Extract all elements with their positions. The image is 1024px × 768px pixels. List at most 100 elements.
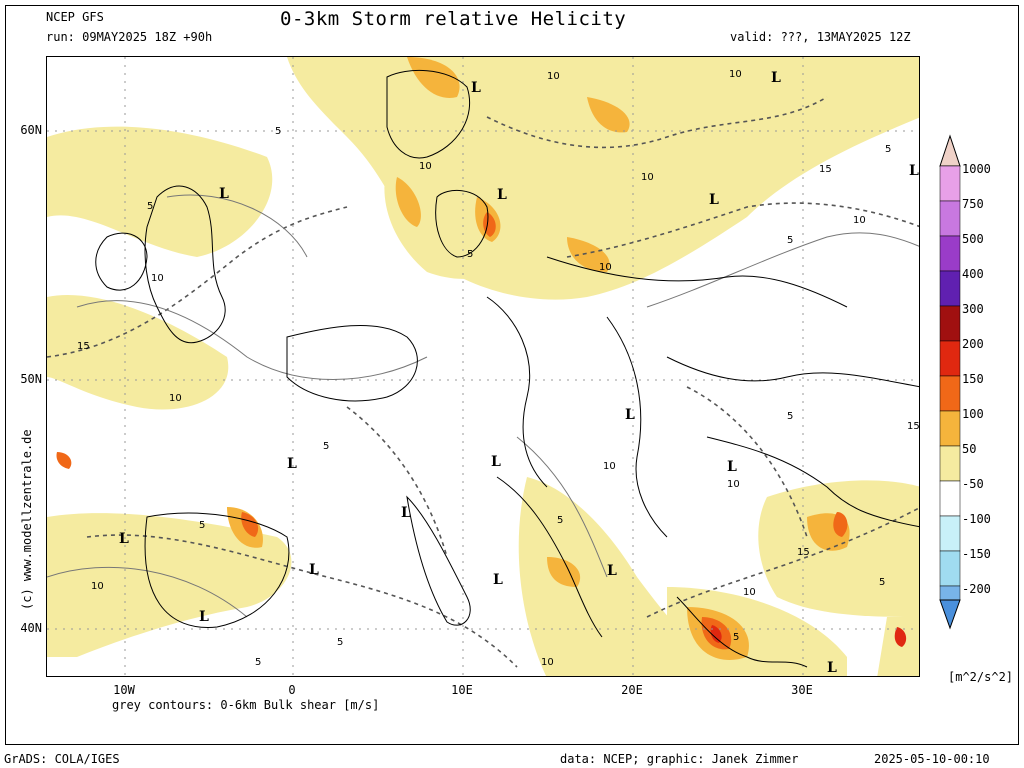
low-marker: L [909, 163, 919, 179]
contour-label: 10 [419, 161, 432, 172]
colorbar-label: 150 [962, 372, 984, 386]
contour-label: 5 [467, 249, 473, 260]
shade-area [567, 237, 610, 272]
colorbar-label: 750 [962, 197, 984, 211]
colorbar-swatch [939, 165, 961, 202]
low-marker: L [497, 187, 507, 203]
colorbar-units: [m^2/s^2] [948, 670, 1014, 684]
low-marker: L [727, 459, 737, 475]
colorbar-label: -50 [962, 477, 984, 491]
low-marker: L [491, 454, 501, 470]
colorbar-cap-top [939, 134, 961, 167]
contour-label: 5 [337, 637, 343, 648]
lon-label: 0 [288, 683, 296, 697]
valid-time: valid: ???, 13MAY2025 12Z [730, 30, 911, 44]
shade-area [518, 477, 743, 676]
contour-label: 5 [733, 632, 739, 643]
coastlines [95, 69, 919, 668]
contour-label: 5 [557, 515, 563, 526]
lon-label: 10W [113, 683, 135, 697]
contour-label: 10 [541, 657, 554, 668]
contour-labels: 10 10 5 10 5 15 10 5 10 10 15 5 10 5 15 … [77, 69, 920, 668]
colorbar-swatch [939, 445, 961, 482]
low-marker: L [607, 563, 617, 579]
contour-label: 5 [255, 657, 261, 668]
contour-label: 5 [787, 411, 793, 422]
contour-label: 10 [727, 479, 740, 490]
shade-area [833, 512, 848, 537]
shade-area [407, 57, 460, 98]
low-marker: L [199, 609, 209, 625]
contour-label: 10 [547, 71, 560, 82]
colorbar-label: 400 [962, 267, 984, 281]
low-marker: L [709, 192, 719, 208]
contour-label: 10 [729, 69, 742, 80]
low-marker: L [401, 505, 411, 521]
low-marker: L [309, 562, 319, 578]
colorbar-swatch [939, 515, 961, 552]
low-marker: L [119, 531, 129, 547]
lat-label: 60N [20, 123, 42, 137]
footer-timestamp: 2025-05-10-00:10 [874, 752, 990, 766]
shade-area [56, 452, 72, 469]
contour-label: 10 [169, 393, 182, 404]
colorbar-swatch [939, 235, 961, 272]
colorbar-swatch [939, 305, 961, 342]
lon-label: 10E [451, 683, 473, 697]
map-svg: L L L L L L L L L L L L L L L L L 10 10 … [47, 57, 920, 676]
contour-label: 5 [199, 520, 205, 531]
low-markers: L L L L L L L L L L L L L L L L L [119, 70, 919, 676]
contour-label: 15 [907, 421, 920, 432]
shear-contours [47, 96, 919, 668]
watermark: (c) www.modellzentrale.de [20, 429, 34, 610]
lon-label: 20E [621, 683, 643, 697]
lon-label: 30E [791, 683, 813, 697]
contour-label: 15 [819, 164, 832, 175]
shade-area [395, 177, 421, 227]
contour-note: grey contours: 0-6km Bulk shear [m/s] [112, 698, 380, 712]
contour-label: 10 [853, 215, 866, 226]
colorbar-label: -150 [962, 547, 991, 561]
shade-area [47, 513, 292, 657]
lat-label: 50N [20, 372, 42, 386]
colorbar-label: 200 [962, 337, 984, 351]
colorbar-swatch [939, 585, 961, 601]
lat-label: 40N [20, 621, 42, 635]
footer-software: GrADS: COLA/IGES [4, 752, 120, 766]
map-panel: L L L L L L L L L L L L L L L L L 10 10 … [46, 56, 920, 677]
colorbar-label: 300 [962, 302, 984, 316]
shade-area [587, 97, 630, 133]
colorbar-label: -100 [962, 512, 991, 526]
run-info: run: 09MAY2025 18Z +90h [46, 30, 213, 44]
contour-label: 15 [77, 341, 90, 352]
contour-label: 5 [879, 577, 885, 588]
map-title: 0-3km Storm relative Helicity [280, 8, 627, 30]
colorbar-label: 100 [962, 407, 984, 421]
contour-label: 5 [147, 201, 153, 212]
footer-credit: data: NCEP; graphic: Janek Zimmer [560, 752, 799, 766]
contour-label: 10 [91, 581, 104, 592]
contour-label: 5 [885, 144, 891, 155]
colorbar-swatch [939, 200, 961, 237]
contour-label: 10 [599, 262, 612, 273]
contour-label: 10 [151, 273, 164, 284]
colorbar-swatch [939, 410, 961, 447]
contour-label: 15 [797, 547, 810, 558]
shade-area [47, 295, 229, 410]
contour-label: 5 [323, 441, 329, 452]
colorbar-label: 50 [962, 442, 977, 456]
contour-label: 10 [603, 461, 616, 472]
shade-area [47, 126, 273, 257]
low-marker: L [493, 572, 503, 588]
colorbar-swatch [939, 550, 961, 587]
model-name: NCEP GFS [46, 10, 104, 24]
contour-label: 10 [743, 587, 756, 598]
colorbar-cap-bottom [939, 599, 961, 630]
shade-area [894, 627, 907, 647]
colorbar-label: 1000 [962, 162, 991, 176]
low-marker: L [827, 660, 837, 676]
shade-area [877, 617, 919, 676]
low-marker: L [771, 70, 781, 86]
figure-frame [5, 5, 1019, 745]
graticule [47, 57, 919, 676]
